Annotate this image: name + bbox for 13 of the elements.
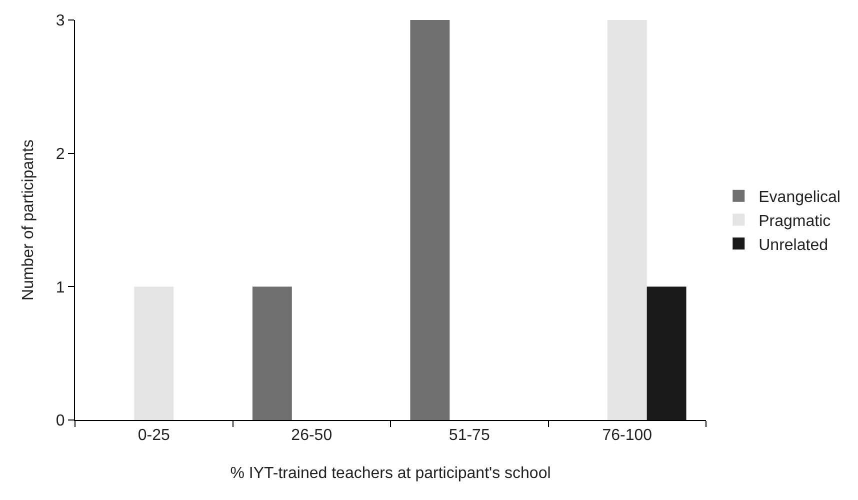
x-tick-label: 76-100 bbox=[602, 427, 652, 444]
legend-label: Evangelical bbox=[758, 189, 840, 206]
x-tick-label: 0-25 bbox=[138, 427, 170, 444]
y-tick-label: 1 bbox=[56, 279, 65, 296]
y-tick-label: 2 bbox=[56, 146, 65, 163]
x-axis-title: % IYT-trained teachers at participant's school bbox=[230, 465, 551, 482]
legend-label: Unrelated bbox=[758, 236, 828, 254]
x-tick-label: 26-50 bbox=[291, 427, 332, 444]
y-tick-label: 0 bbox=[56, 412, 65, 430]
legend-label: Pragmatic bbox=[758, 212, 831, 230]
y-axis-title: Number of participants bbox=[20, 140, 37, 300]
y-tick-label: 3 bbox=[56, 12, 65, 30]
x-tick-label: 51-75 bbox=[448, 427, 490, 444]
